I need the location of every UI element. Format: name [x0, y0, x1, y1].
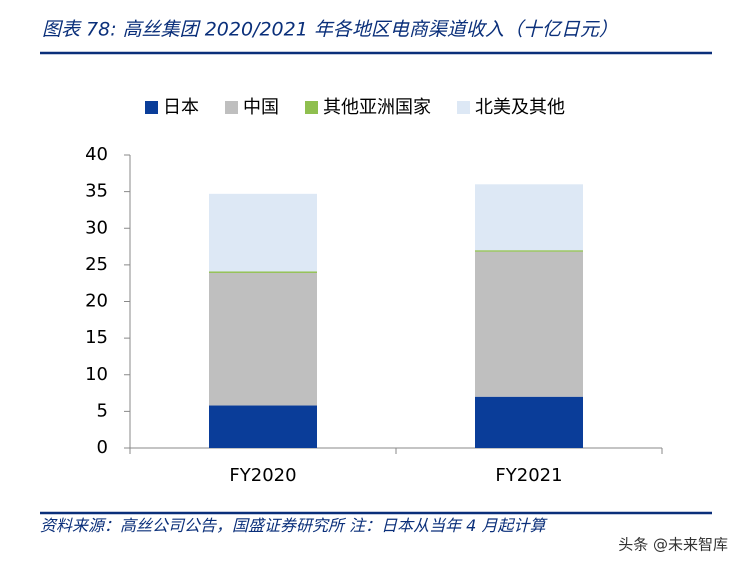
- y-tick-label: 25: [85, 254, 108, 275]
- y-tick-label: 10: [85, 364, 108, 385]
- legend-swatch: [225, 101, 238, 114]
- y-tick-label: 15: [85, 327, 108, 348]
- legend-swatch: [457, 101, 470, 114]
- y-tick-label: 40: [85, 144, 108, 165]
- bar-segment: [475, 184, 583, 251]
- legend-swatch: [305, 101, 318, 114]
- source-box: 资料来源：高丝公司公告，国盛证券研究所 注：日本从当年 4 月起计算: [40, 516, 546, 535]
- chart-title: 图表 78: 高丝集团 2020/2021 年各地区电商渠道收入（十亿日元）: [42, 19, 618, 41]
- x-tick-label: FY2020: [229, 465, 296, 486]
- bar-segment: [209, 272, 317, 406]
- y-tick-label: 35: [85, 181, 108, 202]
- legend-label: 北美及其他: [475, 97, 565, 118]
- y-tick-label: 5: [97, 400, 108, 421]
- bar-segment: [475, 250, 583, 252]
- legend-swatch: [145, 101, 158, 114]
- bar-segment: [209, 405, 317, 448]
- source: 资料来源：高丝公司公告，国盛证券研究所 注：日本从当年 4 月起计算: [40, 516, 546, 535]
- x-tick-label: FY2021: [495, 465, 562, 486]
- y-tick-label: 20: [85, 291, 108, 312]
- legend-label: 日本: [163, 97, 199, 118]
- bar-segment: [475, 396, 583, 448]
- y-tick-label: 30: [85, 217, 108, 238]
- legend-label: 其他亚洲国家: [323, 97, 431, 118]
- bar-segment: [209, 271, 317, 273]
- legend-label: 中国: [243, 97, 279, 118]
- y-tick-label: 0: [97, 437, 108, 458]
- bar-segment: [475, 251, 583, 397]
- watermark: 头条 @未来智库: [618, 536, 728, 554]
- bar-segment: [209, 193, 317, 272]
